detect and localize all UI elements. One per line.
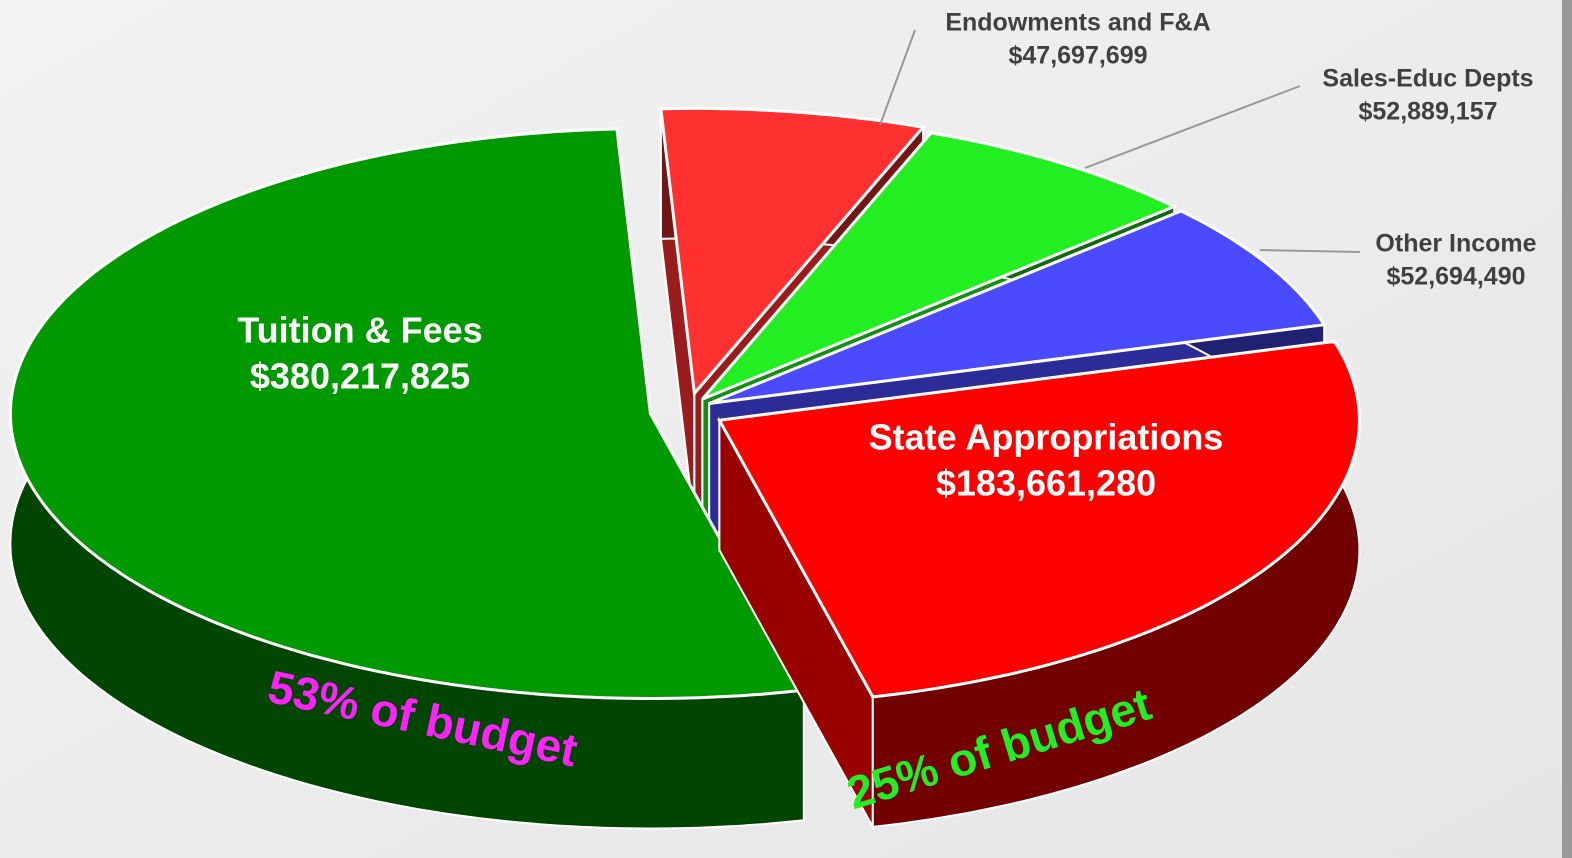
slice-value-label: $183,661,280 bbox=[936, 463, 1156, 504]
slice-value-label: $47,697,699 bbox=[1008, 42, 1147, 70]
slice-value-label: $380,217,825 bbox=[250, 356, 470, 397]
edge bbox=[1562, 0, 1572, 858]
slice bbox=[8, 127, 807, 830]
leader-line bbox=[1259, 249, 1361, 253]
leader-line bbox=[879, 29, 916, 126]
slice-label: Tuition & Fees bbox=[237, 310, 482, 351]
slice-top bbox=[8, 127, 807, 700]
slice-value-label: $52,694,490 bbox=[1386, 263, 1525, 291]
slice-label: Other Income bbox=[1375, 230, 1536, 258]
slice-top bbox=[701, 131, 1178, 401]
slice bbox=[717, 337, 1361, 831]
slice-top bbox=[659, 106, 926, 397]
slice-label: State Appropriations bbox=[869, 417, 1224, 458]
slice-label: Endowments and F&A bbox=[945, 9, 1210, 37]
slice-top bbox=[708, 209, 1327, 405]
slice-value-label: $52,889,157 bbox=[1358, 98, 1497, 126]
leader-line bbox=[1084, 85, 1301, 169]
slice-top bbox=[717, 339, 1361, 699]
slice-label: Sales-Educ Depts bbox=[1322, 65, 1533, 93]
